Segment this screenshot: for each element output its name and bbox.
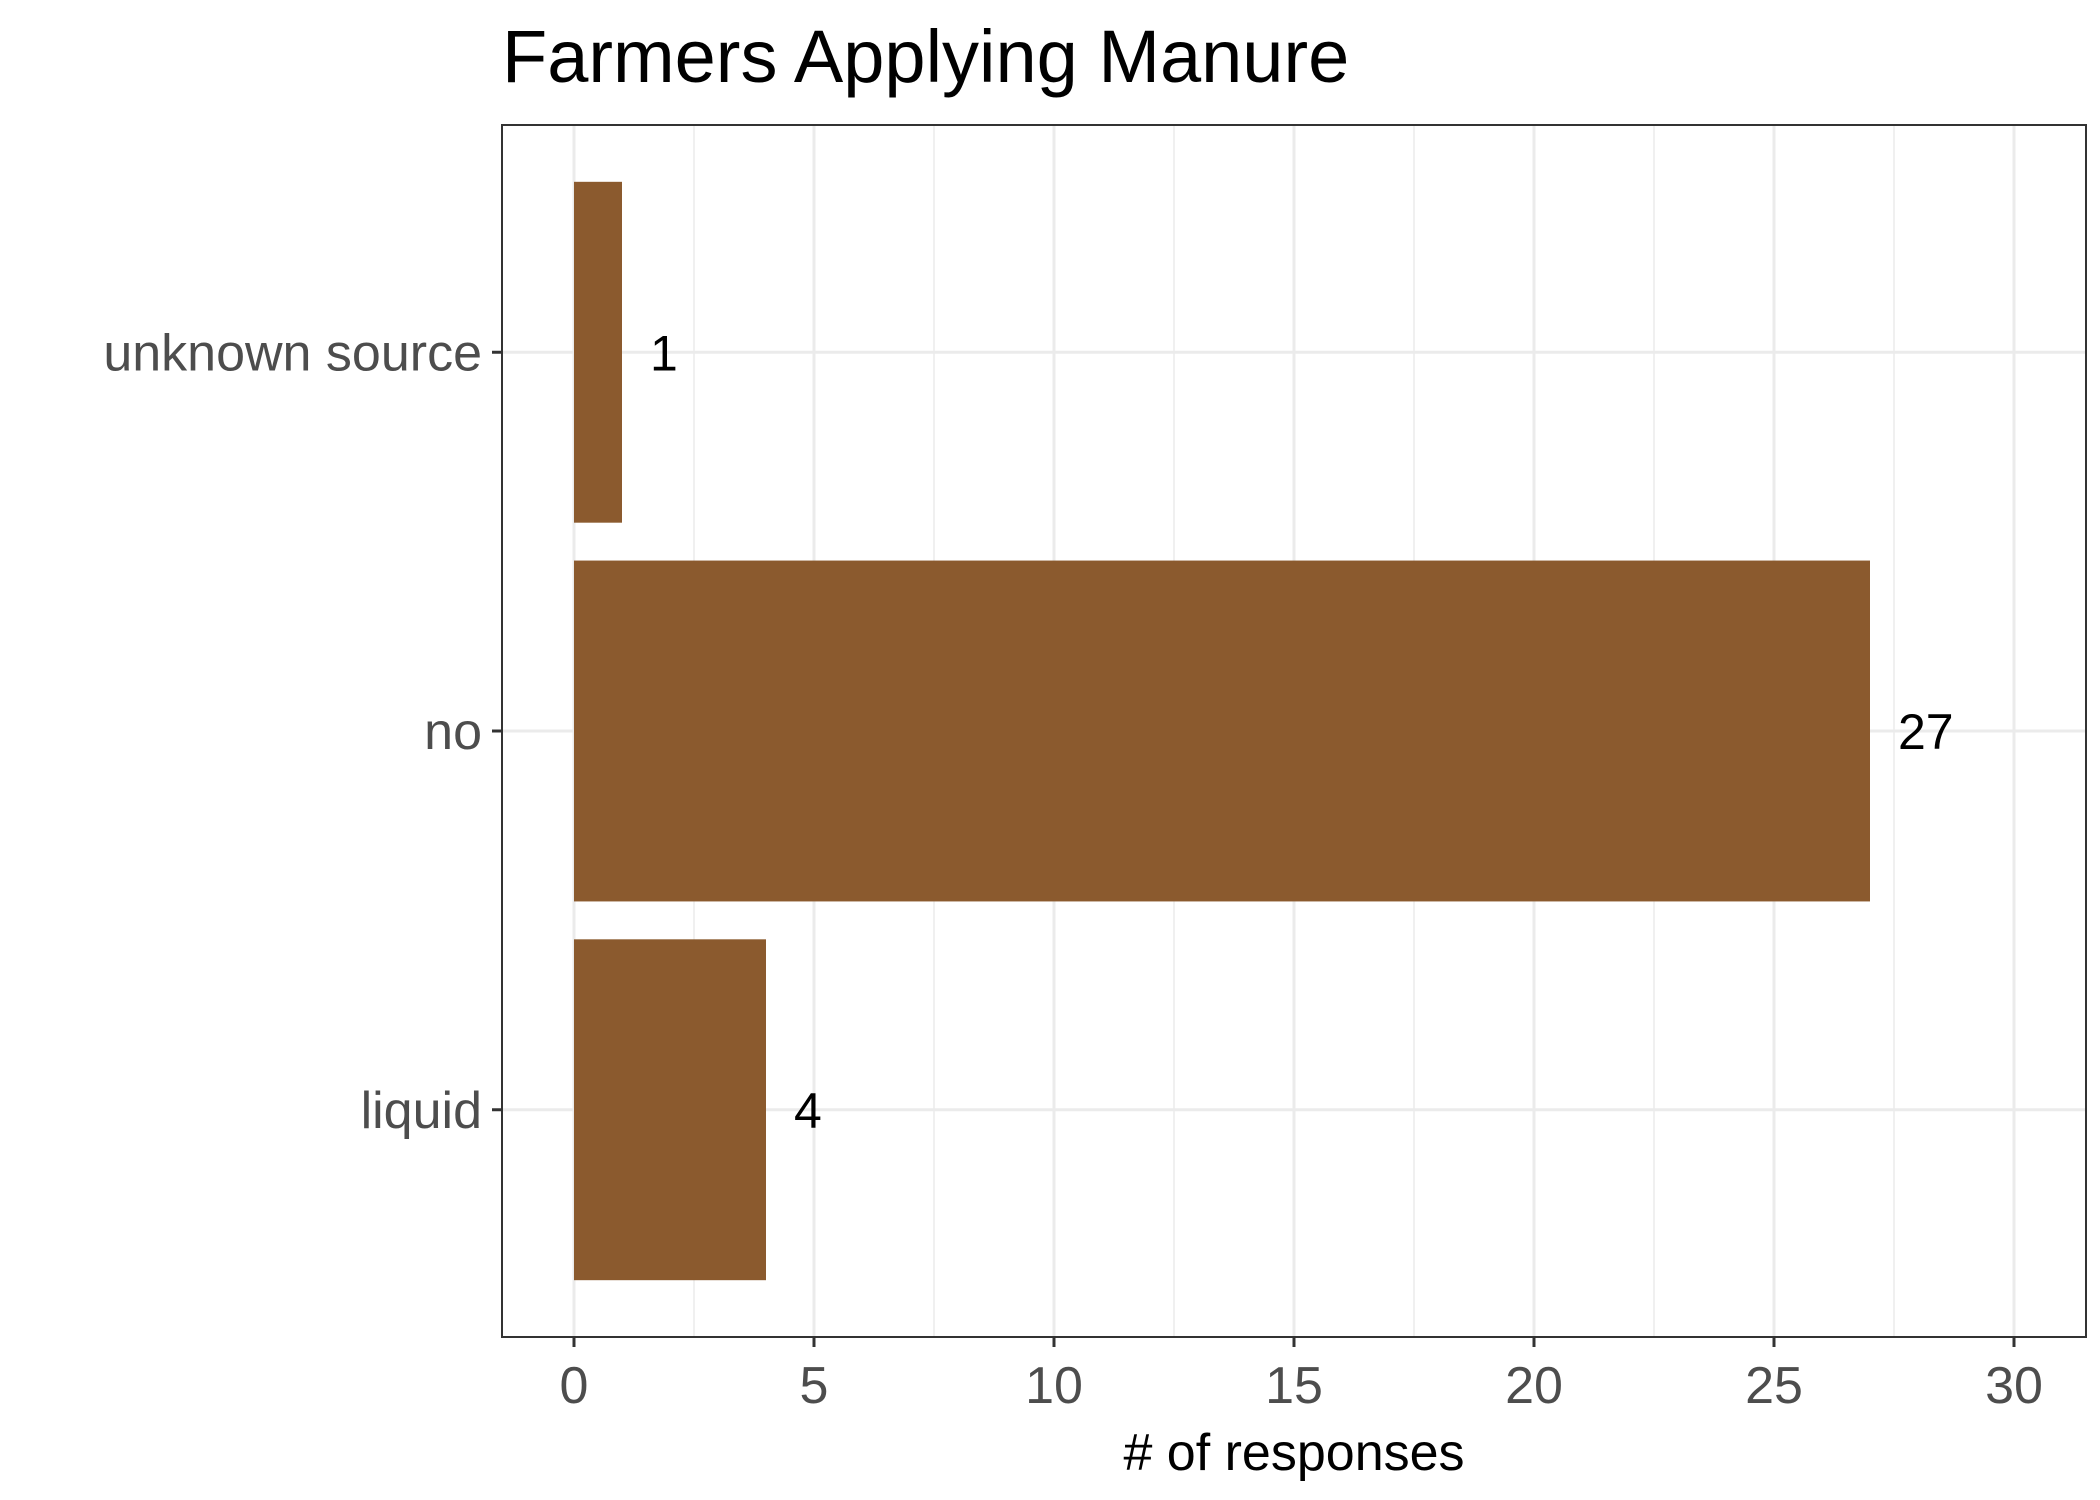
data-label: 4 [794,1083,822,1139]
x-tick-label: 15 [1265,1357,1323,1415]
x-tick-label: 30 [1985,1357,2043,1415]
bars [574,181,1870,1281]
x-tick-label: 10 [1025,1357,1083,1415]
x-tick-label: 5 [800,1357,829,1415]
x-tick-label: 25 [1745,1357,1803,1415]
data-label: 1 [650,325,678,381]
bar-unknown-source [574,181,622,523]
data-label: 27 [1898,704,1954,760]
y-tick-label: liquid [361,1082,482,1140]
x-axis: 0 5 10 15 20 25 30 [560,1337,2043,1415]
x-tick-label: 20 [1505,1357,1563,1415]
bar-no [574,560,1870,902]
x-tick-label: 0 [560,1357,589,1415]
data-labels: 4 27 1 [650,325,1954,1139]
y-axis: liquid no unknown source [103,324,502,1140]
x-axis-title: # of responses [1123,1424,1464,1482]
y-tick-label: unknown source [103,324,482,382]
chart-title: Farmers Applying Manure [502,15,1349,98]
y-tick-label: no [424,703,482,761]
bar-liquid [574,939,766,1281]
